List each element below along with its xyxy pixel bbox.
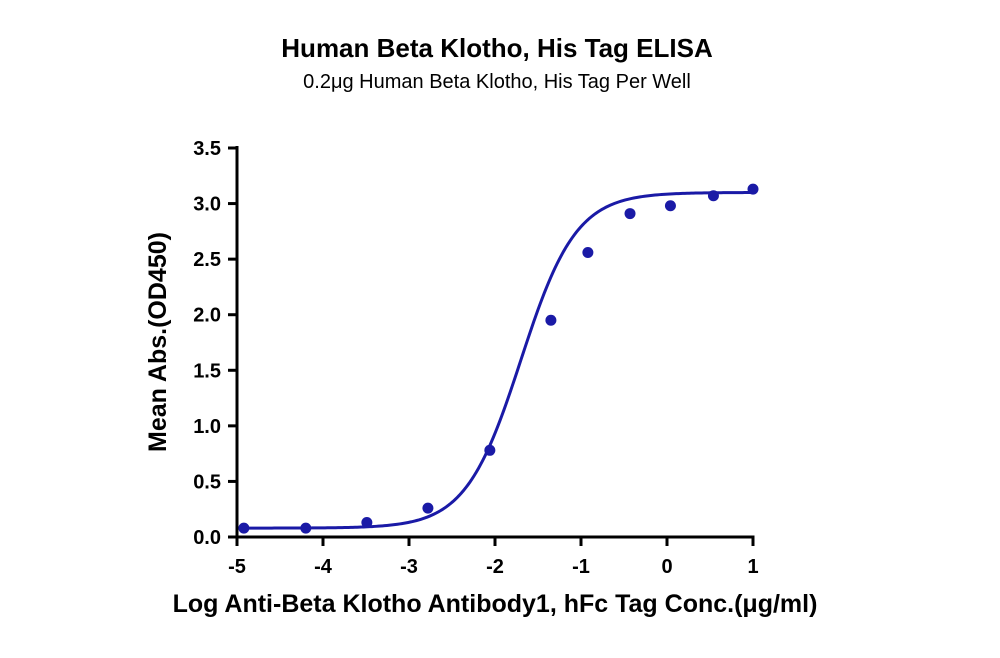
y-tick-label: 2.0: [193, 305, 221, 327]
data-point: [624, 208, 636, 220]
x-axis-label: Log Anti-Beta Klotho Antibody1, hFc Tag …: [173, 590, 818, 618]
chart-title: Human Beta Klotho, His Tag ELISA: [281, 33, 713, 63]
y-tick-label: 2.5: [193, 249, 221, 271]
x-tick-label: -4: [314, 556, 333, 578]
y-tick-label: 0.0: [193, 527, 221, 549]
y-axis-label: Mean Abs.(OD450): [144, 232, 172, 452]
y-tick-label: 3.0: [193, 194, 221, 216]
x-tick-label: -2: [486, 556, 504, 578]
chart-subtitle: 0.2μg Human Beta Klotho, His Tag Per Wel…: [303, 71, 691, 93]
data-point: [484, 444, 496, 456]
data-point: [664, 200, 676, 212]
y-tick-label: 1.0: [193, 416, 221, 438]
data-point: [545, 314, 557, 326]
fit-curve: [242, 191, 754, 530]
data-point: [707, 190, 719, 202]
data-point: [747, 183, 759, 195]
data-point: [582, 246, 594, 258]
data-point: [361, 517, 373, 529]
data-point: [300, 522, 312, 534]
x-tick-label: 1: [747, 556, 758, 578]
x-tick-label: 0: [661, 556, 672, 578]
data-point: [422, 502, 434, 514]
y-tick-label: 1.5: [193, 360, 221, 382]
y-tick-label: 0.5: [193, 471, 221, 493]
x-tick-label: -5: [228, 556, 246, 578]
y-tick-label: 3.5: [193, 138, 221, 160]
plot-area: 0.0 0.5 1.0 1.5 2.0 2.5 3.0 3.5 -5 -4 -3 -2 -1 0 1: [193, 138, 758, 578]
x-tick-label: -3: [400, 556, 418, 578]
x-tick-label: -1: [572, 556, 590, 578]
data-point: [238, 522, 250, 534]
